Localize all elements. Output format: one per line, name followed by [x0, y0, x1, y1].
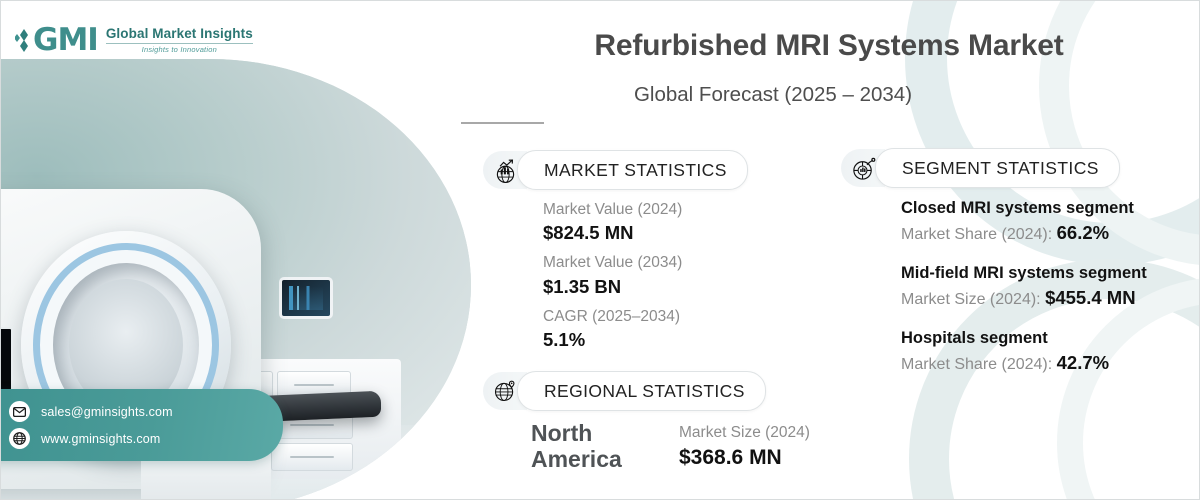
market-value-2024-label: Market Value (2024) [543, 201, 683, 218]
gmi-wordmark: GMI [33, 22, 99, 58]
market-value-2034-label: Market Value (2034) [543, 254, 683, 272]
cagr-value: 5.1% [543, 329, 586, 351]
regional-statistics-values: North America Market Size (2024) $368.6 … [531, 420, 810, 473]
segment-item: Hospitals segment Market Share (2024): 4… [901, 327, 1199, 377]
page-title: Refurbished MRI Systems Market [594, 29, 1064, 62]
segment-metric-closed-mri: Market Share (2024): 66.2% [901, 220, 1199, 247]
company-tagline: Insights to Innovation [141, 45, 217, 55]
segment-metric-label: Market Size (2024): [901, 291, 1046, 308]
diamond-cluster-icon [15, 28, 28, 52]
envelope-icon [9, 401, 30, 422]
market-value-2034-value: $1.35 BN [543, 275, 622, 297]
contact-box: sales@gminsights.com www.gminsights.com [1, 389, 283, 461]
market-value-2024-value: $824.5 MN [543, 222, 634, 244]
regional-statistics-label: REGIONAL STATISTICS [517, 371, 766, 411]
segment-metric-hospitals: Market Share (2024): 42.7% [901, 350, 1199, 377]
gmi-logo[interactable]: GMI Global Market Insights Insights to I… [15, 25, 253, 56]
market-statistics-values: Market Value (2024) $824.5 MN Market Val… [543, 199, 682, 359]
company-name: Global Market Insights [105, 25, 253, 41]
segment-statistics-label: SEGMENT STATISTICS [875, 148, 1120, 188]
contact-email-row[interactable]: sales@gminsights.com [9, 398, 271, 425]
cagr-label: CAGR (2025–2034) [543, 307, 680, 325]
segment-statistics-header: SEGMENT STATISTICS [841, 148, 1120, 188]
segment-metric-midfield-mri: Market Size (2024): $455.4 MN [901, 285, 1199, 312]
region-metric: Market Size (2024) $368.6 MN [679, 422, 810, 471]
segment-metric-label: Market Share (2024): [901, 355, 1057, 373]
segment-metric-value: $455.4 MN [1045, 287, 1136, 308]
segment-item: Closed MRI systems segment Market Share … [901, 197, 1199, 247]
segment-metric-value: 42.7% [1056, 351, 1110, 373]
segment-item: Mid-field MRI systems segment Market Siz… [901, 262, 1199, 312]
region-market-size-value: $368.6 MN [679, 445, 782, 469]
contact-email: sales@gminsights.com [41, 404, 173, 419]
region-market-size-label: Market Size (2024) [679, 424, 810, 442]
segment-metric-label: Market Share (2024): [901, 226, 1057, 244]
logo-divider [105, 43, 253, 45]
segment-statistics-values: Closed MRI systems segment Market Share … [901, 197, 1199, 392]
region-name: North America [531, 420, 622, 472]
title-divider [461, 122, 544, 124]
control-monitor-2 [279, 277, 333, 319]
page-subtitle: Global Forecast (2025 – 2034) [633, 83, 913, 106]
gmi-logo-mark: GMI [15, 22, 99, 58]
market-statistics-header: MARKET STATISTICS [483, 150, 748, 190]
contact-website-row[interactable]: www.gminsights.com [9, 425, 271, 452]
content-area: Refurbished MRI Systems Market Global Fo… [453, 1, 1199, 499]
market-statistics-label: MARKET STATISTICS [517, 150, 748, 190]
contact-website: www.gminsights.com [41, 431, 161, 446]
globe-icon [9, 428, 30, 449]
segment-name-hospitals: Hospitals segment [901, 328, 1048, 347]
segment-metric-value: 66.2% [1056, 222, 1110, 244]
cabinet-drawer [271, 443, 353, 471]
segment-name-midfield-mri: Mid-field MRI systems segment [901, 263, 1147, 282]
brain-scan-display [1, 327, 13, 393]
regional-statistics-header: REGIONAL STATISTICS [483, 371, 766, 411]
segment-name-closed-mri: Closed MRI systems segment [901, 199, 1134, 217]
gmi-logo-text: Global Market Insights Insights to Innov… [105, 25, 253, 55]
